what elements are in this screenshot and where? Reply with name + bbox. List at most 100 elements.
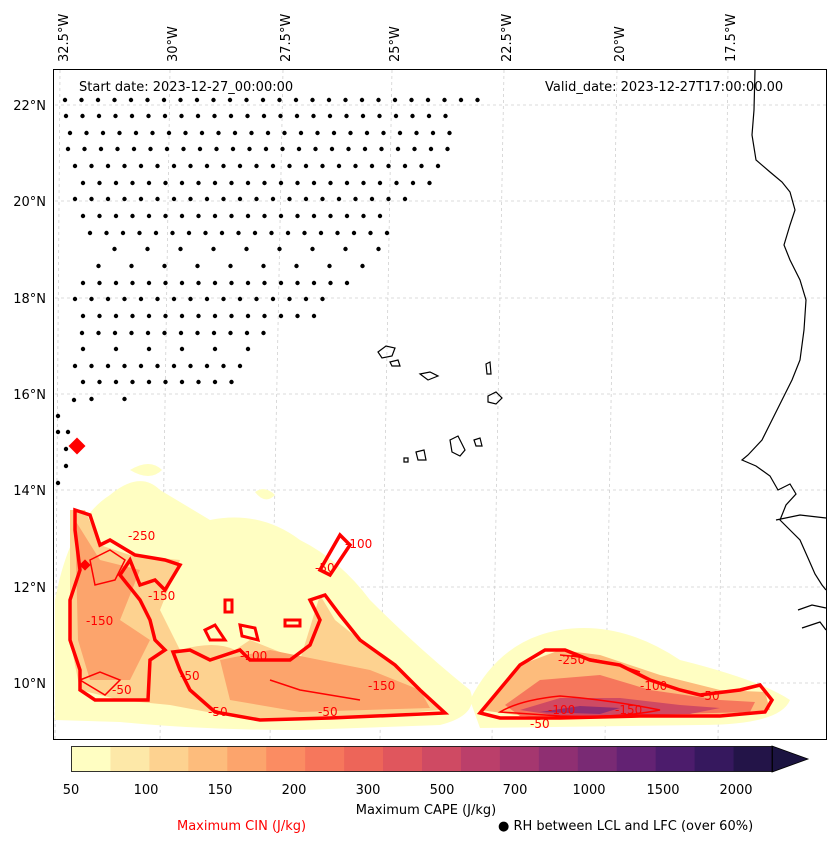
lon-tick-label: 17.5°W: [724, 14, 739, 62]
rh-dot: [344, 213, 350, 219]
rh-dot: [247, 146, 252, 152]
rh-dot: [252, 230, 258, 236]
rh-dot: [115, 146, 120, 152]
rh-dot: [155, 363, 160, 369]
cin-label: -150: [615, 703, 642, 717]
rh-dot: [87, 230, 93, 236]
rh-dot: [344, 280, 350, 286]
rh-dot: [95, 97, 101, 103]
rh-dot: [327, 113, 333, 119]
rh-dot: [163, 379, 168, 385]
rh-dot: [397, 130, 403, 136]
rh-dot: [63, 446, 69, 452]
rh-dot: [186, 230, 192, 236]
colorbar-tick: 50: [63, 783, 80, 798]
cin-label: -50: [700, 689, 720, 703]
rh-dot: [260, 97, 266, 103]
rh-dot: [155, 196, 160, 202]
rh-dot: [146, 379, 152, 385]
rh-dot: [130, 313, 135, 319]
rh-dot: [72, 296, 78, 302]
rh-dot: [212, 313, 218, 319]
rh-dot: [395, 146, 401, 152]
rh-dot: [63, 113, 69, 119]
rh-dot: [294, 263, 299, 269]
rh-dot: [402, 163, 408, 169]
rh-dot: [295, 213, 300, 219]
rh-dot: [249, 130, 254, 136]
rh-dot: [179, 213, 185, 219]
rh-dot: [298, 130, 304, 136]
colorbar-cell: [538, 746, 579, 772]
rh-dot: [414, 130, 419, 136]
rh-dot: [112, 97, 117, 103]
colorbar-cell: [655, 746, 696, 772]
rh-dot: [179, 280, 185, 286]
rh-dot: [79, 330, 85, 336]
rh-dot: [295, 313, 300, 319]
rh-dot: [361, 180, 366, 186]
colorbar-label: Maximum CAPE (J/kg): [356, 803, 496, 818]
rh-dot: [262, 180, 267, 186]
lat-tick-label: 16°N: [13, 388, 46, 403]
cin-label: -100: [345, 537, 372, 551]
colorbar-cells: [71, 746, 773, 772]
rh-dot: [146, 346, 152, 352]
rh-dot: [278, 180, 284, 186]
cin-legend: Maximum CIN (J/kg): [177, 819, 307, 834]
colorbar-cell: [616, 746, 657, 772]
start-date: Start date: 2023-12-27_00:00:00: [79, 80, 293, 95]
lat-tick-label: 14°N: [13, 484, 46, 499]
longitude-ticks: 32.5°W 30°W 27.5°W 25°W 22.5°W 20°W 17.5…: [57, 14, 739, 62]
rh-dot: [282, 130, 287, 136]
rh-dot: [402, 196, 408, 202]
rh-dot: [204, 196, 210, 202]
colorbar-tick: 150: [208, 783, 233, 798]
rh-dot: [145, 246, 150, 252]
lat-tick-label: 20°N: [13, 195, 46, 210]
rh-dot: [155, 163, 160, 169]
rh-dot: [232, 130, 238, 136]
colorbar-tick: 500: [430, 783, 455, 798]
rh-dot: [311, 313, 317, 319]
rh-dot: [377, 180, 383, 186]
rh-dot: [386, 163, 391, 169]
colorbar-cell: [344, 746, 384, 772]
rh-dot: [229, 213, 234, 219]
rh-stippling: [55, 97, 480, 486]
rh-dot: [394, 180, 399, 186]
rh-dot: [336, 196, 342, 202]
colorbar-tick: 700: [503, 783, 528, 798]
rh-dot: [229, 280, 234, 286]
rh-dot: [72, 163, 78, 169]
rh-dot: [412, 146, 417, 152]
rh-dot: [351, 230, 357, 236]
rh-dot: [89, 296, 94, 302]
rh-dot: [343, 97, 348, 103]
rh-dot: [262, 280, 267, 286]
lon-tick-label: 30°W: [166, 26, 181, 62]
colorbar-cell: [422, 746, 462, 772]
rh-dot: [117, 130, 122, 136]
rh-dot: [122, 396, 127, 402]
rh-dot: [183, 130, 188, 136]
rh-dot: [55, 480, 61, 486]
rh-dot: [163, 280, 168, 286]
rh-dot: [129, 263, 134, 269]
map-frame: [53, 69, 827, 740]
rh-dot: [138, 296, 144, 302]
lon-tick-label: 20°W: [613, 26, 628, 62]
rh-dot: [171, 196, 177, 202]
rh-dot: [204, 296, 210, 302]
cin-label: -250: [558, 653, 585, 667]
rh-dot: [245, 280, 251, 286]
rh-dot: [369, 196, 375, 202]
rh-dot: [409, 97, 414, 103]
rh-dot: [148, 146, 153, 152]
rh-dot: [55, 429, 61, 435]
rh-dot: [130, 379, 135, 385]
colorbar-cell: [733, 746, 773, 772]
colorbar-tick: 1000: [572, 783, 605, 798]
rh-dot: [97, 213, 102, 219]
